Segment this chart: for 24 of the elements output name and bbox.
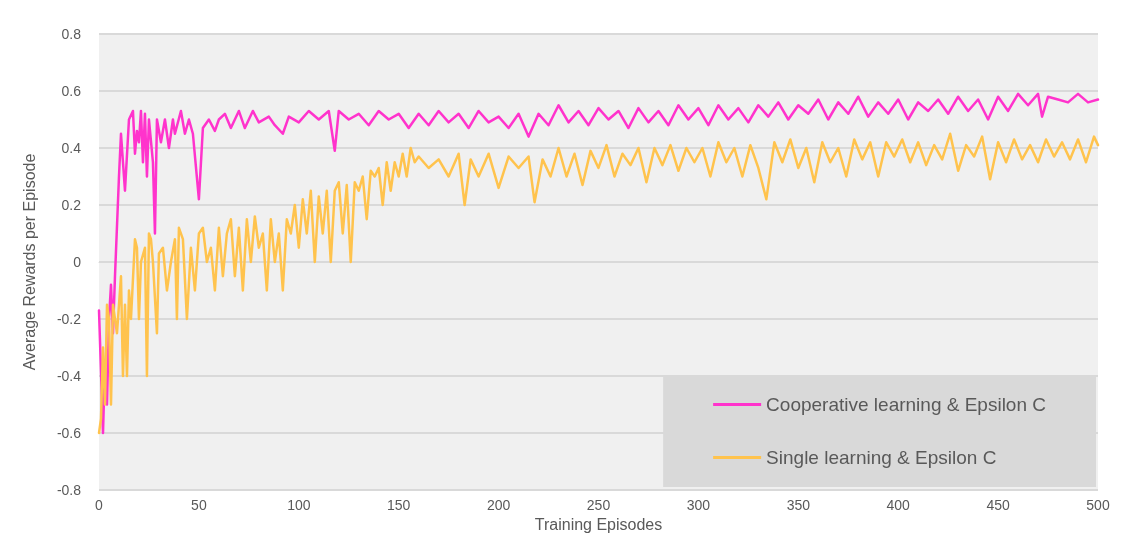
x-tick-label: 0 bbox=[95, 497, 104, 513]
x-tick-label: 100 bbox=[287, 497, 311, 513]
y-tick-label: 0.8 bbox=[61, 26, 82, 42]
legend-label: Cooperative learning & Epsilon C bbox=[766, 394, 1047, 415]
x-tick-label: 500 bbox=[1086, 497, 1110, 513]
y-axis-title: Average Rewards per Episode bbox=[20, 153, 38, 371]
x-tick-label: 450 bbox=[986, 497, 1010, 513]
y-tick-label: 0.2 bbox=[61, 197, 82, 213]
x-tick-label: 400 bbox=[886, 497, 911, 513]
y-tick-label: -0.6 bbox=[56, 425, 82, 441]
y-tick-label: 0.4 bbox=[61, 140, 82, 156]
x-tick-label: 250 bbox=[586, 497, 611, 513]
y-tick-label: -0.8 bbox=[56, 482, 82, 498]
x-axis-title: Training Episodes bbox=[534, 516, 663, 534]
y-tick-label: 0 bbox=[73, 254, 82, 270]
y-tick-label: -0.4 bbox=[56, 368, 82, 384]
x-tick-label: 350 bbox=[786, 497, 811, 513]
x-tick-label: 50 bbox=[191, 497, 207, 513]
y-tick-label: 0.6 bbox=[61, 83, 82, 99]
x-tick-label: 300 bbox=[686, 497, 711, 513]
x-tick-label: 150 bbox=[387, 497, 411, 513]
x-tick-label: 200 bbox=[486, 497, 511, 513]
y-tick-label: -0.2 bbox=[56, 311, 82, 327]
legend-label: Single learning & Epsilon C bbox=[766, 447, 997, 468]
